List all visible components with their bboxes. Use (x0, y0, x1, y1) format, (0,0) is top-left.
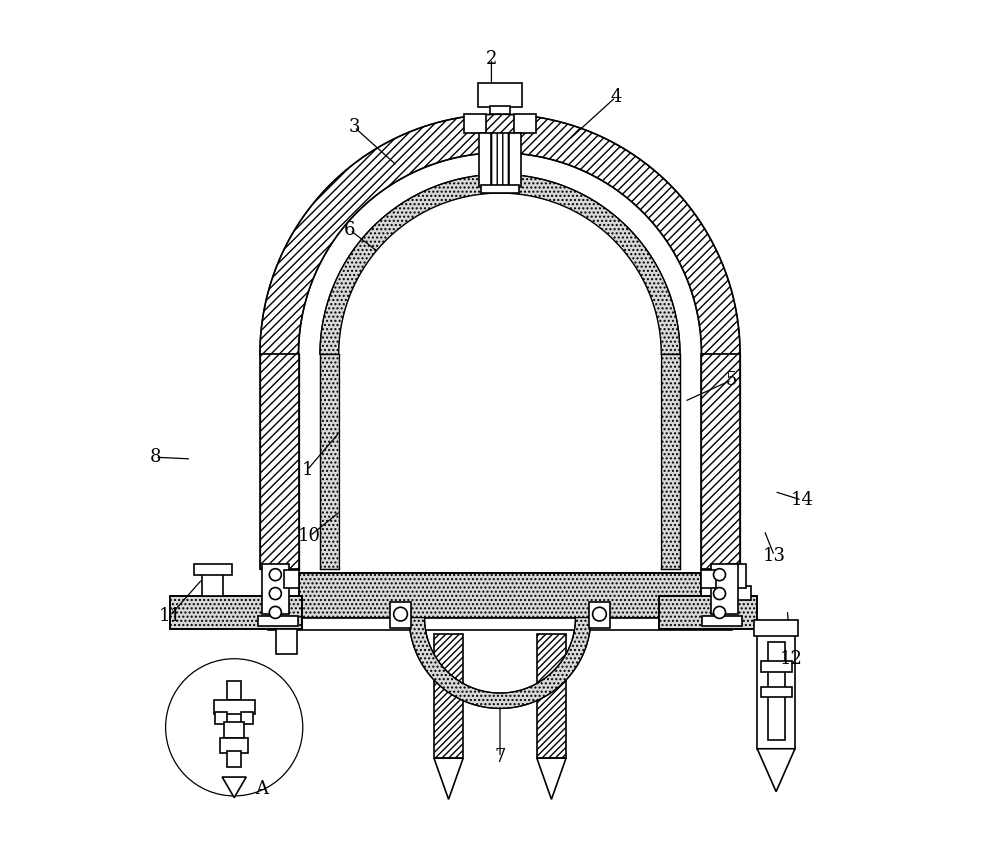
Bar (170, 596, 302, 629)
Text: 2: 2 (486, 49, 497, 67)
Bar (262, 564, 289, 614)
Polygon shape (701, 355, 740, 569)
Bar (768, 641, 785, 740)
Bar (702, 616, 742, 627)
Bar (720, 586, 751, 600)
Text: 14: 14 (790, 491, 813, 509)
Bar (215, 712, 227, 724)
Bar (299, 573, 701, 618)
Bar (268, 618, 732, 630)
Bar (754, 620, 798, 635)
Bar (659, 596, 757, 629)
Circle shape (166, 658, 303, 796)
Bar (276, 629, 297, 654)
Polygon shape (661, 355, 680, 569)
Polygon shape (260, 355, 299, 569)
Bar (659, 596, 757, 629)
Bar (220, 738, 248, 753)
Text: 1: 1 (301, 461, 313, 479)
Text: 5: 5 (726, 371, 737, 389)
Bar (299, 573, 701, 618)
Circle shape (394, 608, 407, 621)
Bar (390, 602, 411, 628)
Bar (537, 633, 566, 759)
Bar (227, 681, 241, 700)
Circle shape (714, 607, 726, 619)
Text: 6: 6 (344, 221, 356, 239)
Text: 3: 3 (348, 118, 360, 136)
Bar (464, 114, 486, 133)
Bar (194, 564, 232, 575)
Bar (214, 700, 255, 714)
Text: 4: 4 (610, 88, 621, 106)
Bar (227, 752, 241, 766)
Bar (481, 185, 519, 193)
Circle shape (714, 588, 726, 600)
Polygon shape (339, 193, 661, 569)
Text: 8: 8 (150, 448, 161, 466)
Bar (202, 570, 223, 596)
Text: 12: 12 (780, 650, 803, 668)
Polygon shape (320, 174, 680, 355)
Text: A: A (255, 780, 268, 798)
Bar (761, 687, 792, 697)
Circle shape (593, 608, 606, 621)
Bar (478, 84, 522, 107)
Circle shape (269, 607, 281, 619)
Polygon shape (320, 355, 339, 569)
Circle shape (269, 588, 281, 600)
Text: 11: 11 (158, 607, 181, 625)
Bar (701, 570, 716, 589)
Bar (170, 596, 302, 629)
Bar (172, 598, 300, 627)
Polygon shape (222, 777, 246, 797)
Text: 7: 7 (494, 748, 506, 766)
Bar (589, 602, 610, 628)
Text: 13: 13 (763, 547, 786, 564)
Bar (490, 105, 510, 114)
Bar (761, 661, 792, 671)
Circle shape (269, 569, 281, 581)
Polygon shape (260, 114, 740, 355)
Bar (514, 114, 536, 133)
Text: 10: 10 (298, 527, 321, 545)
Polygon shape (434, 759, 463, 799)
Bar (757, 629, 795, 749)
Bar (509, 133, 521, 187)
Polygon shape (757, 749, 795, 791)
Bar (434, 633, 463, 759)
Bar (241, 712, 253, 724)
Bar (258, 616, 298, 627)
Bar (284, 570, 299, 589)
Bar (479, 133, 491, 187)
Polygon shape (409, 618, 591, 709)
Bar (224, 722, 244, 738)
Circle shape (714, 569, 726, 581)
Bar (660, 598, 756, 627)
Bar (726, 564, 746, 588)
Bar (711, 564, 738, 614)
Polygon shape (537, 759, 566, 799)
Bar (491, 133, 509, 187)
